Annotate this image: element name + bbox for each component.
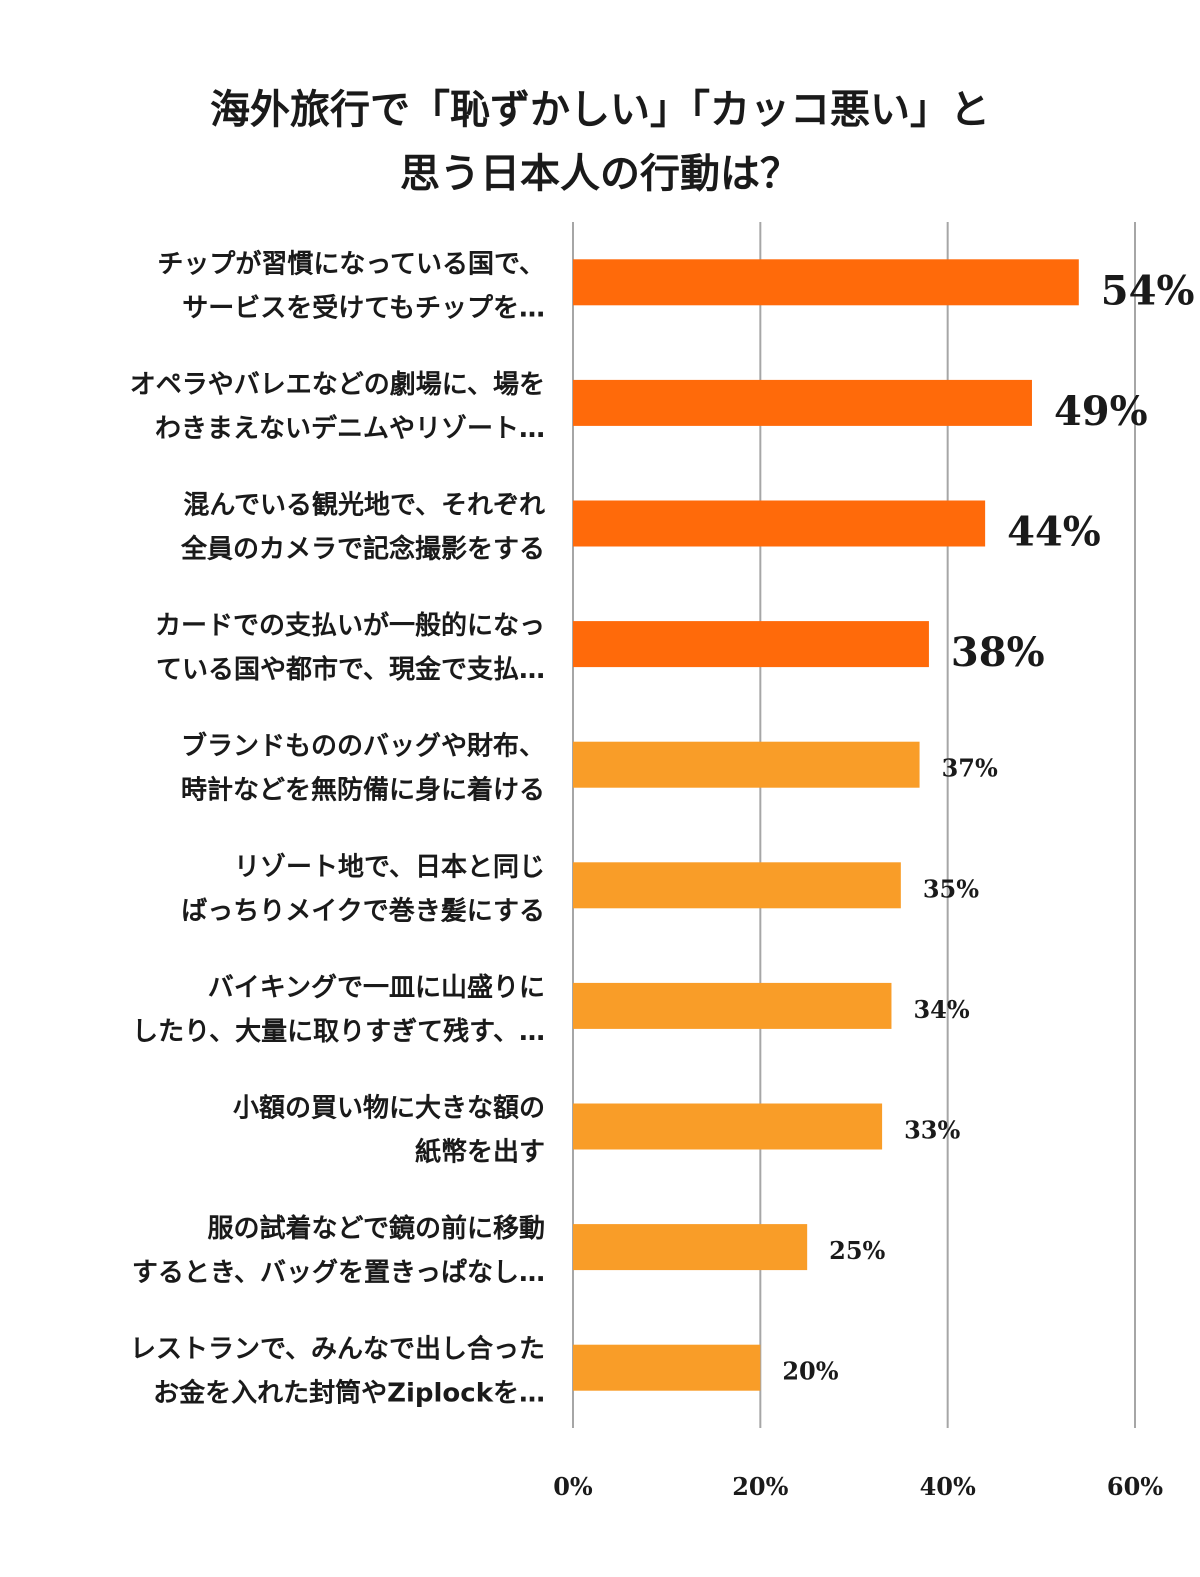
bar-0 (573, 259, 1079, 306)
category-label-0-line-1: サービスを受けてもチップを… (182, 292, 545, 323)
data-label-7: 33% (904, 1116, 960, 1145)
category-labels: チップが習慣になっている国で、サービスを受けてもチップを… オペラやバレエなどの劇… (130, 248, 545, 1408)
x-tick-label-0: 0% (553, 1472, 593, 1501)
category-label-4-line-1: 時計などを無防備に身に着ける (181, 775, 545, 806)
data-label-6: 34% (913, 995, 969, 1024)
data-label-9: 20% (782, 1357, 838, 1386)
category-label-1-line-0: オペラやバレエなどの劇場に、場を (130, 370, 545, 400)
category-label-9-line-1: お金を入れた封筒やZiplockを… (153, 1378, 545, 1409)
data-label-0: 54% (1101, 267, 1195, 314)
data-label-3: 38% (951, 629, 1045, 676)
category-label-5-line-0: リゾート地で、日本と同じ (234, 851, 545, 882)
category-label-6-line-0: バイキングで一皿に山盛りに (208, 972, 545, 1003)
category-label-8-line-1: するとき、バッグを置きっぱなし… (132, 1258, 545, 1288)
x-tick-label-2: 40% (920, 1472, 976, 1501)
category-label-0-line-0: チップが習慣になっている国で、 (157, 248, 545, 279)
data-label-8: 25% (829, 1236, 885, 1265)
x-tick-label-1: 20% (732, 1472, 788, 1501)
category-label-6-line-1: したり、大量に取りすぎて残す、… (132, 1017, 545, 1047)
category-label-7-line-0: 小額の買い物に大きな額の (233, 1094, 545, 1124)
bar-6 (573, 982, 892, 1029)
category-label-7-line-1: 紙幣を出す (415, 1137, 545, 1168)
bars (573, 259, 1079, 1391)
data-label-5: 35% (923, 874, 979, 903)
x-axis-tick-labels: 0% 20% 40% 60% (553, 1472, 1163, 1501)
bar-2 (573, 500, 986, 547)
category-label-1-line-1: わきまえないデニムやリゾート… (155, 413, 545, 444)
bar-5 (573, 862, 901, 909)
bar-7 (573, 1103, 883, 1150)
chart-title-line-1: 海外旅行で「恥ずかしい」「カッコ悪い」と (210, 87, 990, 133)
data-label-1: 49% (1054, 388, 1148, 435)
data-label-4: 37% (942, 754, 998, 783)
data-labels: 54% 49% 44% 38% 37% 35% 34% 33% 25% 20% (782, 267, 1194, 1385)
data-label-2: 44% (1007, 509, 1101, 556)
x-tick-label-3: 60% (1107, 1472, 1163, 1501)
category-label-3-line-0: カードでの支払いが一般的になっ (155, 610, 545, 641)
bar-4 (573, 741, 920, 788)
category-label-4-line-0: ブランドもののバッグや財布、 (181, 731, 545, 762)
category-label-2-line-1: 全員のカメラで記念撮影をする (180, 534, 545, 565)
category-label-8-line-0: 服の試着などで鏡の前に移動 (208, 1213, 545, 1244)
category-label-9-line-0: レストランで、みんなで出し合った (130, 1334, 545, 1365)
category-label-2-line-0: 混んでいる観光地で、それぞれ (183, 490, 545, 521)
chart-title-line-2: 思う日本人の行動は？ (400, 151, 800, 197)
category-label-5-line-1: ばっちりメイクで巻き髪にする (181, 896, 545, 926)
bar-9 (573, 1344, 761, 1391)
bar-3 (573, 621, 929, 668)
category-label-3-line-1: ている国や都市で、現金で支払… (156, 654, 545, 685)
bar-8 (573, 1224, 808, 1271)
chart-title: 海外旅行で「恥ずかしい」「カッコ悪い」と 思う日本人の行動は？ (0, 78, 1200, 206)
bar-1 (573, 379, 1032, 426)
